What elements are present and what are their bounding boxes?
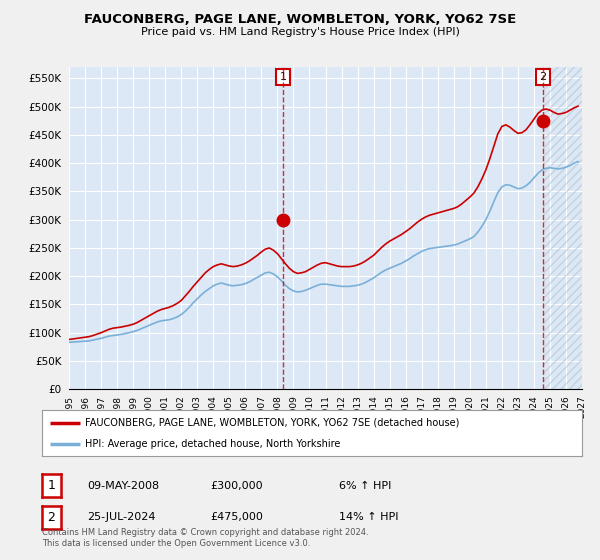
Text: Contains HM Land Registry data © Crown copyright and database right 2024.
This d: Contains HM Land Registry data © Crown c… [42, 528, 368, 548]
Text: 25-JUL-2024: 25-JUL-2024 [87, 512, 155, 522]
Bar [543, 67, 582, 389]
Text: 2: 2 [47, 511, 55, 524]
Text: £475,000: £475,000 [210, 512, 263, 522]
Text: FAUCONBERG, PAGE LANE, WOMBLETON, YORK, YO62 7SE: FAUCONBERG, PAGE LANE, WOMBLETON, YORK, … [84, 13, 516, 26]
Text: Price paid vs. HM Land Registry's House Price Index (HPI): Price paid vs. HM Land Registry's House … [140, 27, 460, 38]
Text: 1: 1 [47, 479, 55, 492]
Text: 09-MAY-2008: 09-MAY-2008 [87, 480, 159, 491]
Text: 2: 2 [539, 72, 547, 82]
Text: 14% ↑ HPI: 14% ↑ HPI [339, 512, 398, 522]
Text: 6% ↑ HPI: 6% ↑ HPI [339, 480, 391, 491]
Text: HPI: Average price, detached house, North Yorkshire: HPI: Average price, detached house, Nort… [85, 439, 341, 449]
Text: FAUCONBERG, PAGE LANE, WOMBLETON, YORK, YO62 7SE (detached house): FAUCONBERG, PAGE LANE, WOMBLETON, YORK, … [85, 418, 460, 428]
Text: 1: 1 [280, 72, 287, 82]
Text: £300,000: £300,000 [210, 480, 263, 491]
